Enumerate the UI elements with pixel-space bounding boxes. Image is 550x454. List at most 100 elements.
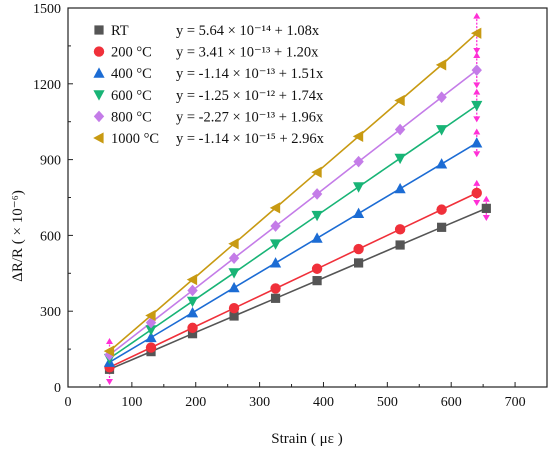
data-point-series-2 bbox=[394, 182, 406, 194]
legend-marker-series-2 bbox=[93, 67, 105, 78]
error-bar-series-4-cap-top bbox=[473, 51, 481, 58]
data-point-series-4 bbox=[471, 64, 482, 76]
data-point-series-0 bbox=[187, 329, 198, 339]
fit-line-series-4 bbox=[109, 69, 478, 356]
data-point-series-4 bbox=[145, 316, 157, 329]
data-point-series-5 bbox=[145, 309, 156, 322]
fit-line-series-1 bbox=[109, 192, 478, 369]
data-point-series-0 bbox=[353, 258, 364, 268]
data-point-series-4 bbox=[436, 91, 447, 103]
data-point-series-1 bbox=[353, 243, 364, 255]
data-point-series-3 bbox=[311, 210, 323, 222]
x-tick-label: 400 bbox=[313, 395, 334, 410]
data-point-series-2 bbox=[186, 306, 199, 318]
data-point-series-3 bbox=[269, 239, 282, 250]
data-point-series-2 bbox=[145, 331, 157, 343]
data-point-series-5 bbox=[435, 59, 447, 71]
data-point-series-3 bbox=[471, 100, 483, 112]
data-point-series-3 bbox=[145, 325, 157, 336]
error-bar-series-2-cap-top bbox=[473, 128, 481, 135]
legend-equation-series-3: y = -1.25 × 10⁻¹² + 1.74x bbox=[176, 88, 324, 104]
fit-line-series-5 bbox=[108, 32, 478, 352]
legend-equation-series-4: y = -2.27 × 10⁻¹³ + 1.96x bbox=[176, 109, 324, 125]
legend-label-series-0: RT bbox=[111, 23, 129, 39]
data-point-series-1 bbox=[311, 263, 323, 274]
data-point-series-2 bbox=[269, 257, 282, 268]
error-bar-start-cap-bottom bbox=[106, 378, 114, 385]
data-point-series-2 bbox=[471, 137, 483, 148]
x-tick-label: 200 bbox=[185, 395, 206, 410]
error-bar-series-5-cap-bottom bbox=[473, 47, 481, 54]
data-markers bbox=[103, 27, 491, 374]
legend-marker-series-5 bbox=[93, 132, 104, 144]
data-point-series-5 bbox=[352, 130, 364, 142]
data-point-series-1 bbox=[471, 187, 482, 199]
x-tick-label: 700 bbox=[505, 395, 526, 410]
data-point-series-5 bbox=[103, 345, 115, 357]
data-point-series-4 bbox=[270, 220, 281, 232]
legend-equation-series-5: y = -1.14 × 10⁻¹⁵ + 2.96x bbox=[176, 131, 325, 147]
legend-label-series-5: 1000 °C bbox=[111, 131, 159, 147]
data-point-series-1 bbox=[394, 224, 406, 235]
y-tick-label: 1500 bbox=[33, 2, 61, 17]
data-point-series-0 bbox=[395, 240, 405, 250]
data-point-series-3 bbox=[228, 268, 240, 279]
error-bar-series-2-cap-bottom bbox=[473, 151, 481, 158]
legend-marker-series-4 bbox=[93, 110, 105, 123]
data-point-series-4 bbox=[228, 252, 240, 264]
data-point-series-4 bbox=[353, 155, 364, 168]
error-bar-start-cap-top bbox=[106, 338, 114, 345]
error-bar-series-0-cap-bottom bbox=[482, 214, 490, 221]
data-point-series-2 bbox=[228, 281, 240, 293]
data-point-series-0 bbox=[437, 222, 447, 232]
x-tick-label: 0 bbox=[65, 395, 72, 410]
error-bars bbox=[106, 12, 490, 385]
data-point-series-5 bbox=[470, 27, 482, 39]
data-point-series-5 bbox=[394, 94, 405, 107]
x-axis-label: Strain ( με ) bbox=[271, 431, 342, 447]
y-tick-label: 900 bbox=[40, 154, 61, 169]
error-bar-series-0-cap-top bbox=[482, 195, 490, 202]
fit-lines bbox=[108, 32, 487, 371]
legend-marker-series-3 bbox=[93, 90, 105, 101]
y-tick-label: 300 bbox=[40, 305, 61, 320]
data-point-series-1 bbox=[436, 204, 447, 215]
data-point-series-5 bbox=[311, 166, 322, 178]
data-point-series-4 bbox=[187, 284, 198, 297]
y-tick-label: 600 bbox=[40, 229, 61, 244]
data-point-series-3 bbox=[352, 182, 365, 193]
y-tick-label: 0 bbox=[54, 381, 61, 396]
x-tick-label: 500 bbox=[377, 395, 398, 410]
x-tick-label: 100 bbox=[121, 395, 142, 410]
error-bar-series-4-cap-bottom bbox=[473, 82, 481, 89]
error-bar-series-1-cap-bottom bbox=[473, 200, 481, 207]
legend-marker-series-0 bbox=[94, 25, 104, 35]
error-bar-series-1-cap-top bbox=[473, 179, 481, 186]
x-tick-label: 600 bbox=[441, 395, 462, 410]
data-point-series-5 bbox=[269, 202, 281, 214]
legend: RT y = 5.64 × 10⁻¹⁴ + 1.08x 200 °C y = 3.41… bbox=[93, 23, 325, 147]
data-point-series-2 bbox=[436, 158, 448, 169]
fit-line-series-0 bbox=[109, 207, 487, 371]
y-tick-label: 1200 bbox=[33, 78, 61, 93]
y-axis-label: ΔR/R ( × 10⁻⁶) bbox=[10, 190, 26, 282]
data-point-series-4 bbox=[394, 123, 406, 136]
legend-label-series-2: 400 °C bbox=[111, 66, 152, 82]
data-point-series-3 bbox=[394, 153, 406, 165]
data-point-series-2 bbox=[352, 207, 365, 219]
data-point-series-5 bbox=[228, 238, 239, 250]
data-point-series-4 bbox=[311, 188, 323, 200]
data-point-series-0 bbox=[270, 293, 281, 303]
error-bar-series-3-cap-bottom bbox=[473, 116, 481, 123]
legend-equation-series-1: y = 3.41 × 10⁻¹³ + 1.20x bbox=[176, 45, 319, 61]
x-tick-label: 300 bbox=[249, 395, 270, 410]
axis-ticks: 0 100 200 300 400 500 600 700 0 300 600 900 1200 1500 bbox=[33, 2, 526, 410]
legend-equation-series-0: y = 5.64 × 10⁻¹⁴ + 1.08x bbox=[176, 23, 320, 39]
legend-label-series-4: 800 °C bbox=[111, 109, 152, 125]
data-point-series-0 bbox=[229, 311, 239, 321]
legend-marker-series-1 bbox=[93, 46, 105, 57]
fit-line-series-2 bbox=[109, 142, 478, 363]
error-bar-series-5-cap-top bbox=[473, 12, 481, 19]
data-point-series-5 bbox=[186, 274, 198, 286]
